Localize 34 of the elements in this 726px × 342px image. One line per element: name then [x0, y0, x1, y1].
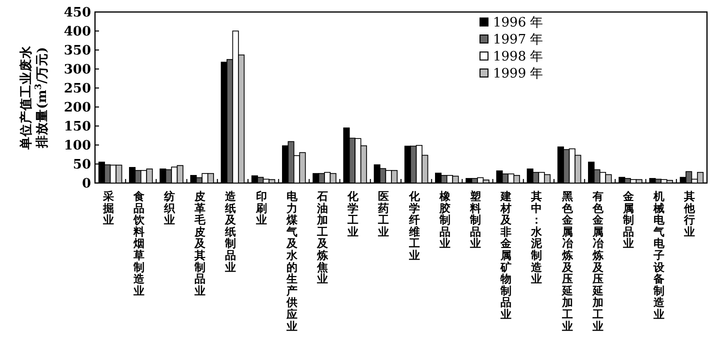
- x-tick-label: 化学工业: [346, 190, 360, 238]
- legend-label: 1999 年: [493, 66, 544, 82]
- x-tick-label: 医药工业: [377, 190, 390, 238]
- legend-label: 1997 年: [493, 32, 544, 48]
- y-tick-label: 300: [64, 62, 91, 78]
- x-tick-label: 造纸及纸制品业: [224, 190, 238, 274]
- y-tick-label: 250: [64, 82, 91, 96]
- y-tick-label: 150: [64, 120, 91, 134]
- x-tick-label: 纺织业: [163, 190, 176, 227]
- x-tick-label: 塑料制品业: [469, 190, 481, 250]
- legend-label: 1998 年: [493, 50, 544, 64]
- x-tick-label: 石油加工及炼焦业: [316, 190, 329, 286]
- category-label: 黑色金属冶炼及压延加工业: [562, 190, 573, 333]
- x-tick-label: 采掘业: [102, 190, 114, 227]
- legend-label: 1996 年: [493, 16, 544, 30]
- category-label: 机械电气电子设备制造业: [654, 190, 665, 321]
- y-tick-label: 450: [64, 6, 91, 20]
- category-label: 皮革毛皮及其制品业: [194, 190, 206, 298]
- y-tick-label: 200: [64, 100, 91, 116]
- category-label: 食品饮料烟草制造业: [133, 190, 144, 298]
- y-tick-label: 350: [64, 44, 91, 58]
- y-tick-label: 0: [82, 176, 91, 192]
- x-tick-label: 印刷业: [254, 190, 267, 227]
- y-tick-label: 50: [72, 158, 91, 172]
- x-tick-label: 橡胶制品业: [438, 190, 452, 250]
- x-tick-label: 其中：水泥制造业: [530, 190, 544, 286]
- y-tick-label: 100: [64, 138, 91, 154]
- category-label: 电力煤气及水的生产供应业: [286, 190, 298, 333]
- x-tick-label: 金属制品业: [622, 190, 635, 250]
- x-tick-label: 其他行业: [683, 190, 696, 238]
- x-tick-label: 化学纤维工业: [408, 190, 421, 262]
- category-label: 有色金属冶炼及压延加工业: [592, 190, 604, 333]
- y-tick-label: 400: [64, 24, 91, 40]
- category-label: 建材及非金属矿物制品业: [500, 190, 512, 321]
